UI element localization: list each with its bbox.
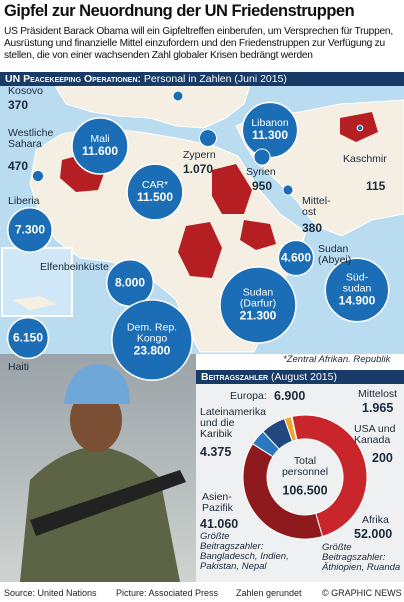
- mission-name: Kaschmir: [343, 153, 387, 165]
- donut-slice: [242, 443, 324, 540]
- mission-value: 115: [366, 179, 386, 193]
- photo-rifle: [30, 470, 186, 536]
- credit: © GRAPHIC NEWS: [322, 588, 402, 598]
- bubble: [7, 207, 53, 253]
- bubble: [31, 169, 45, 183]
- title: Gipfel zur Neuordnung der UN Friedenstru…: [4, 2, 355, 20]
- mission-value: 11.600: [81, 144, 119, 159]
- total-value: 106.500: [282, 483, 328, 498]
- bubble: [71, 117, 129, 175]
- mission-name: Sudan (Darfur): [239, 286, 277, 310]
- mission-value: 950: [252, 179, 273, 193]
- region-name: Mittelost: [358, 388, 398, 400]
- bubble-label: Süd- sudan 14.900: [338, 271, 376, 308]
- region-name: Lateinamerika und die Karibik: [200, 406, 266, 441]
- map-header: UN Peacekeeping Operationen: Personal in…: [0, 72, 404, 86]
- bubble-label: CAR* 11.500: [137, 180, 173, 204]
- bubble: [277, 239, 315, 277]
- bubble: [126, 163, 184, 221]
- mission-name: Syrien: [246, 166, 276, 178]
- bubble: [172, 90, 184, 102]
- region-value: 6.900: [274, 389, 306, 403]
- caribbean: [12, 296, 58, 310]
- region-name: USA und Kanada: [354, 423, 396, 447]
- donut-title: Beitragszahler: [201, 371, 269, 383]
- subtitle: US Präsident Barack Obama will ein Gipfe…: [4, 26, 393, 61]
- mission-name: Mali: [90, 133, 110, 146]
- bubble: [282, 184, 294, 196]
- region-value: 4.375: [200, 445, 232, 459]
- mission-name: Kosovo: [8, 85, 44, 97]
- mission-value: 23.800: [133, 343, 171, 358]
- region-name: Afrika: [362, 514, 389, 526]
- bubble: [111, 299, 193, 381]
- bubble: [6, 316, 50, 360]
- europe: [54, 85, 251, 129]
- bubble: [356, 124, 364, 132]
- mission-value: 470: [8, 159, 29, 173]
- bubble-label: Mali 11.600: [82, 134, 118, 158]
- source: Source: United Nations: [4, 588, 97, 598]
- mission-value: 8.000: [114, 275, 146, 290]
- mission-area: [212, 164, 252, 214]
- region-name: Asien- Pazifik: [202, 491, 233, 515]
- rounding-note: Zahlen gerundet: [236, 588, 302, 598]
- mission-value: 11.500: [136, 190, 174, 205]
- region-value: 41.060: [200, 517, 239, 531]
- mission-name: Westliche Sahara: [8, 127, 54, 151]
- bubble-label: Sudan (Darfur) 21.300: [239, 286, 277, 323]
- picture-credit: Picture: Associated Press: [116, 588, 219, 598]
- map-note: *Zentral Afrikan. Republik: [283, 354, 391, 365]
- mission-name: Haiti: [8, 361, 30, 373]
- mission-value: 7.300: [14, 222, 46, 237]
- annotation: Größte Beitragszahler: Äthiopien, Ruanda: [322, 542, 401, 573]
- mission-value: 21.300: [239, 308, 277, 323]
- mission-value: 380: [302, 221, 323, 235]
- mission-value: 1.070: [183, 162, 214, 176]
- region-value: 52.000: [354, 527, 393, 541]
- bubble: [324, 257, 390, 323]
- photo-uniform: [20, 446, 180, 582]
- mission-value: 11.300: [251, 128, 289, 143]
- bubble: [253, 148, 271, 166]
- mission-name: Zypern: [183, 149, 216, 161]
- total-title: Total personnel: [281, 454, 329, 478]
- mission-name: Libanon: [251, 117, 289, 130]
- donut-slice: [262, 417, 293, 450]
- mission-value: 370: [8, 98, 29, 112]
- bubble: [219, 266, 297, 344]
- region-value: 1.965: [362, 401, 394, 415]
- mission-value: 14.900: [338, 293, 376, 308]
- region-name: Europa:: [230, 390, 267, 402]
- annotation: Größte Beitragszahler: Bangladesch, Indi…: [200, 531, 289, 572]
- donut-header: Beitragszahler (August 2015): [196, 370, 404, 384]
- mission-value: 6.150: [12, 330, 44, 345]
- bubble-label: Dem. Rep. Kongo 23.800: [126, 321, 178, 358]
- map-subtitle: Personal in Zahlen (Juni 2015): [143, 73, 287, 85]
- donut-subtitle: (August 2015): [271, 371, 337, 383]
- mission-value: 4.600: [280, 250, 312, 265]
- region-value: 200: [372, 451, 393, 465]
- mission-name: Süd- sudan: [342, 271, 372, 295]
- mission-area: [178, 222, 222, 278]
- donut-slice: [291, 414, 368, 538]
- bubble-label: Libanon 11.300: [251, 118, 288, 142]
- mission-name: Mittel- ost: [302, 195, 331, 219]
- mission-area: [240, 220, 276, 250]
- mission-name: CAR*: [141, 179, 169, 192]
- mission-name: Liberia: [8, 195, 40, 207]
- mission-name: Elfenbeinküste: [40, 261, 109, 273]
- map-title: UN Peacekeeping Operationen:: [5, 73, 141, 85]
- mission-name: Dem. Rep. Kongo: [126, 321, 178, 345]
- photo-helmet: [64, 364, 130, 404]
- bubble: [198, 128, 218, 148]
- mission-name: Sudan (Abyei): [318, 243, 352, 267]
